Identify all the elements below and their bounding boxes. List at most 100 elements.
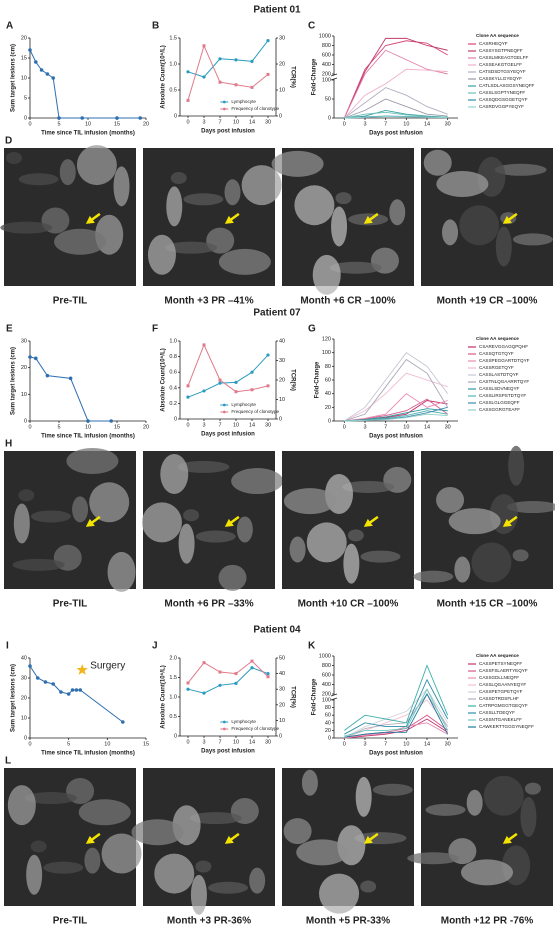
x-tick-label: 10 — [403, 121, 409, 127]
y-tick-label: 1.5 — [169, 35, 177, 41]
tissue — [13, 503, 30, 544]
tissue — [520, 796, 537, 837]
y2-tick-label: 0 — [279, 416, 282, 422]
y-tick-label: 20 — [21, 365, 27, 371]
legend-label: CASSPETGPETQYF — [479, 689, 523, 694]
series-line — [344, 87, 448, 119]
series-line — [344, 693, 449, 739]
series-line — [344, 722, 448, 739]
y-tick-label: 0 — [24, 418, 27, 424]
x-tick-label: 30 — [265, 422, 271, 428]
x-tick-label: 7 — [218, 422, 221, 428]
tissue — [495, 226, 512, 267]
x-axis-label: Days post infusion — [369, 131, 423, 137]
axis-line — [29, 341, 146, 422]
legend-marker — [222, 720, 226, 724]
arrow-head — [85, 518, 95, 527]
data-point — [186, 70, 190, 74]
tissue — [413, 570, 454, 583]
y-tick-label: 100 — [322, 697, 331, 703]
x-tick-label: 14 — [249, 739, 255, 745]
tissue — [241, 165, 282, 206]
x-tick-label: 3 — [363, 741, 366, 747]
legend-label: CASSQDGSGGETQYF — [479, 97, 528, 102]
data-point — [86, 419, 90, 423]
y-tick-label: 0.2 — [169, 401, 177, 407]
legend-label: CASSLQGAANYEQYF — [479, 682, 526, 687]
tissue — [459, 205, 500, 246]
x-tick-label: 10 — [233, 739, 239, 745]
x-tick-label: 30 — [445, 121, 451, 127]
tissue — [147, 234, 176, 275]
data-point — [115, 116, 119, 120]
data-point — [186, 395, 190, 399]
tissue — [342, 480, 395, 493]
panel-letter: C — [308, 21, 315, 32]
series-line — [187, 40, 269, 78]
image-caption: Pre-TIL — [53, 296, 87, 307]
x-tick-label: 0 — [186, 739, 189, 745]
tissue — [107, 551, 136, 592]
x-tick-label: 3 — [202, 422, 205, 428]
mri-image — [271, 148, 414, 295]
tissue — [231, 468, 284, 495]
y-tick-label: 100 — [322, 350, 331, 356]
y-tick-label: 10 — [21, 75, 27, 81]
legend-label: CASTNLQGAARRTQYF — [479, 379, 529, 384]
data-point — [35, 676, 40, 680]
data-point — [250, 659, 254, 663]
x-tick-label: 10 — [233, 119, 239, 125]
y-tick-label: 0 — [328, 418, 331, 424]
tissue — [7, 785, 36, 826]
series-line — [344, 98, 448, 119]
legend-label: CASSLMKEAGTGELFF — [479, 55, 528, 60]
tissue — [166, 186, 183, 227]
y-tick-label: 0 — [24, 115, 27, 121]
x-tick-label: 20 — [143, 121, 149, 127]
x-tick-label: 3 — [202, 119, 205, 125]
series-line — [344, 372, 448, 422]
y2-tick-label: 40 — [279, 671, 285, 677]
panel-letter: G — [308, 324, 316, 335]
data-point — [250, 370, 254, 374]
x-tick-label: 0 — [343, 741, 346, 747]
y2-tick-label: 20 — [279, 61, 285, 67]
data-point — [234, 83, 238, 87]
x-axis-label: Days post infusion — [369, 751, 423, 757]
legend-label: CASSLSGPTYNEQFF — [479, 90, 525, 95]
tissue — [84, 847, 101, 874]
data-point — [70, 688, 75, 692]
x-axis-label: Time since TIL infusion (months) — [41, 434, 135, 440]
tissue — [183, 509, 200, 522]
data-line — [29, 49, 141, 119]
data-point — [234, 58, 238, 62]
data-point — [39, 68, 44, 72]
tissue — [131, 819, 184, 846]
tissue — [113, 166, 130, 207]
y-tick-label: 1.0 — [169, 694, 177, 700]
data-point — [43, 680, 48, 684]
y-tick-label: 120 — [322, 336, 331, 342]
x-tick-label: 10 — [403, 741, 409, 747]
data-point — [266, 39, 270, 43]
image-caption: Month +12 PR -76% — [441, 916, 534, 927]
data-point — [68, 376, 73, 381]
panel-letter: K — [308, 641, 316, 652]
image-caption: Month +6 CR –100% — [300, 296, 395, 307]
legend-label: CASSQTGTQYF — [479, 351, 514, 356]
x-tick-label: 0 — [186, 422, 189, 428]
y-axis-label: Sum target lesions (cm) — [11, 347, 17, 415]
y-tick-label: 80 — [325, 364, 331, 370]
data-point — [45, 72, 50, 76]
x-tick-label: 7 — [384, 741, 387, 747]
data-point — [28, 48, 32, 52]
legend-label: CASSGGRGTEAFF — [479, 407, 520, 412]
x-tick-label: 14 — [424, 121, 430, 127]
data-point — [234, 681, 238, 685]
y-tick-label: 60 — [325, 713, 331, 719]
y-tick-label: 800 — [322, 43, 331, 49]
y-axis-label: Fold-Change — [315, 361, 321, 398]
tissue — [329, 261, 382, 274]
y-tick-label: 200 — [322, 691, 331, 697]
x-tick-label: 0 — [28, 424, 31, 430]
